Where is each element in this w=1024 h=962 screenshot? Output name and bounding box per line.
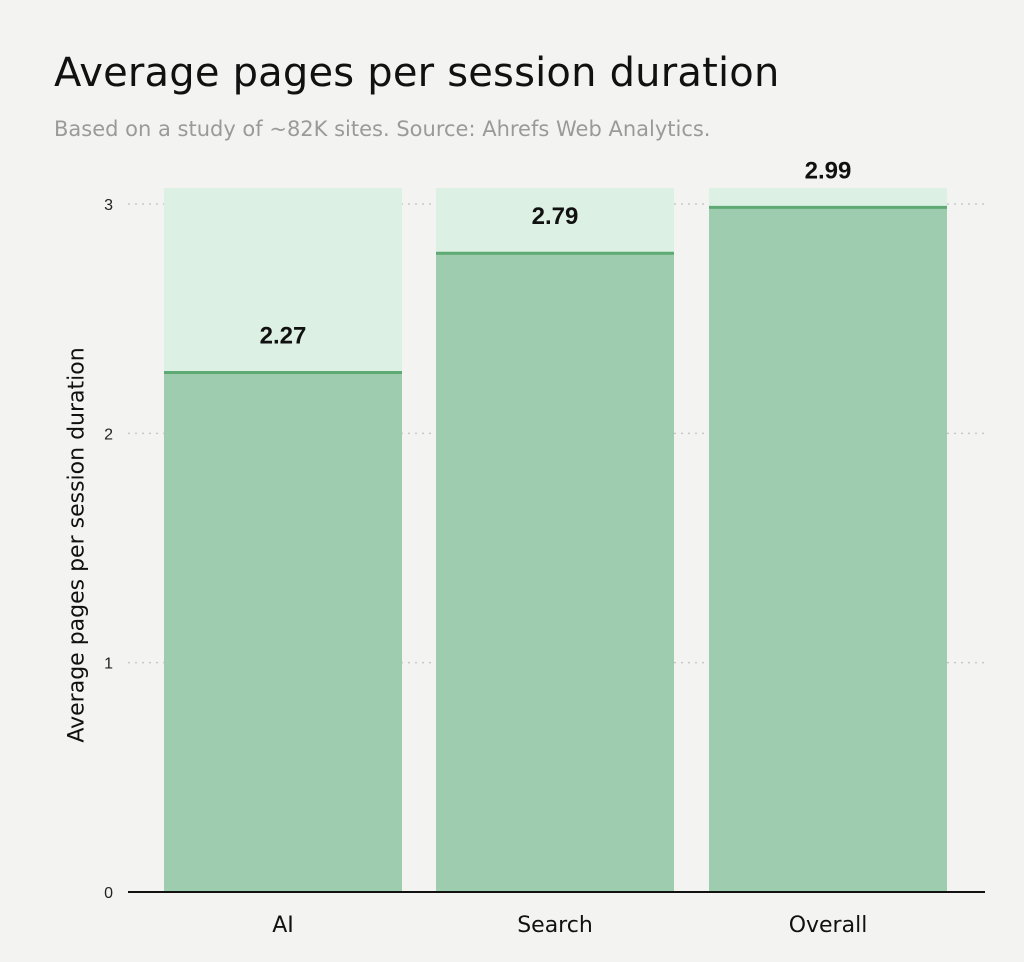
y-axis-label: Average pages per session duration: [65, 347, 90, 742]
y-tick-label-1: 1: [104, 656, 113, 673]
value-label-ai: 2.27: [260, 322, 307, 349]
y-tick-label-3: 3: [104, 197, 113, 214]
category-label-overall: Overall: [789, 913, 868, 938]
value-label-overall: 2.99: [805, 157, 852, 184]
labels: 2.27 AI 2.79 Search 2.99 Overall 0 1 2 3: [104, 157, 867, 938]
category-label-ai: AI: [272, 913, 294, 938]
value-label-search: 2.79: [532, 203, 579, 230]
bars: [164, 188, 947, 892]
y-tick-label-0: 0: [104, 885, 113, 902]
chart-title: Average pages per session duration: [54, 50, 780, 96]
chart-subtitle: Based on a study of ~82K sites. Source: …: [54, 117, 711, 141]
bar-overall: [709, 206, 947, 892]
bar-search: [436, 252, 674, 892]
category-label-search: Search: [517, 913, 593, 938]
bar-ai: [164, 371, 402, 892]
y-tick-label-2: 2: [104, 426, 113, 443]
